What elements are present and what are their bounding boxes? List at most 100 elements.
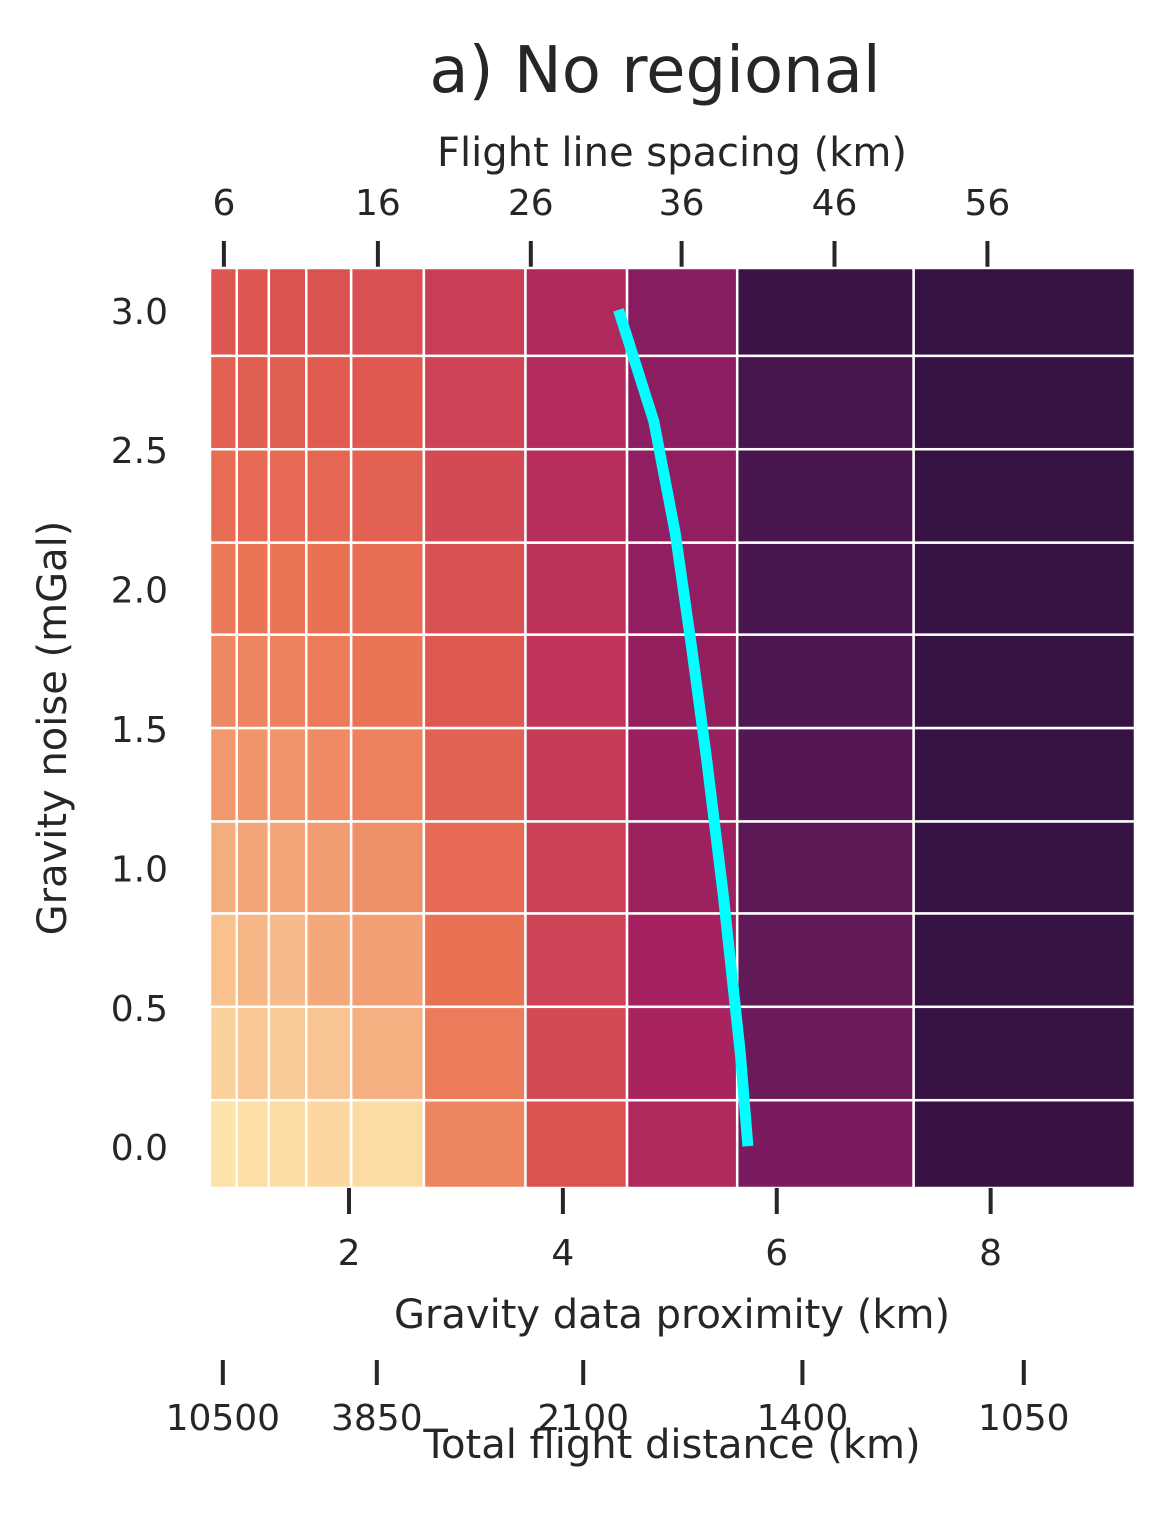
heatmap-cell — [422, 354, 527, 451]
heatmap-cell — [735, 541, 915, 636]
y-axis-label: Gravity noise (mGal) — [30, 521, 76, 936]
heatmap-cell — [235, 354, 271, 451]
heatmap-cell — [235, 541, 271, 636]
heatmap-cell — [625, 633, 739, 730]
heatmap-cell — [208, 266, 238, 358]
heatmap-cell — [235, 912, 271, 1009]
heatmap-cell — [267, 354, 308, 451]
x-tick-label: 2 — [338, 1233, 361, 1274]
top-tick-label: 46 — [812, 183, 858, 224]
heatmap-cell — [735, 726, 915, 823]
heatmap-cell — [735, 820, 915, 915]
flight-distance-tick-label: 10500 — [166, 1398, 281, 1439]
heatmap-cell — [735, 1098, 915, 1190]
heatmap-cell — [267, 1098, 308, 1190]
heatmap-cell — [304, 726, 353, 823]
heatmap-cell — [735, 354, 915, 451]
top-axis-label: Flight line spacing (km) — [437, 130, 907, 176]
y-tick-label: 0.0 — [111, 1128, 168, 1169]
heatmap-cell — [422, 266, 527, 358]
heatmap-cell — [235, 266, 271, 358]
y-tick-label: 0.5 — [111, 989, 168, 1030]
heatmap-cell — [208, 541, 238, 636]
heatmap-cell — [304, 912, 353, 1009]
series-line — [613, 308, 754, 1147]
heatmap-cell — [304, 1098, 353, 1190]
heatmap-cell — [735, 912, 915, 1009]
heatmap-cell — [349, 354, 426, 451]
heatmap-cell — [235, 820, 271, 915]
heatmap-cell — [267, 726, 308, 823]
heatmap-cell — [735, 1005, 915, 1102]
heatmap-cell — [422, 1005, 527, 1102]
heatmap-cell — [912, 1005, 1137, 1102]
heatmap-cell — [625, 266, 739, 358]
heatmap-cell — [912, 354, 1137, 451]
heatmap-cell — [524, 633, 629, 730]
heatmap-cell — [235, 726, 271, 823]
y-tick-label: 1.0 — [111, 849, 168, 890]
heatmap-cell — [267, 820, 308, 915]
heatmap-cell — [304, 633, 353, 730]
y-axis: 0.0 0.5 1.0 1.5 2.0 2.5 3.0 — [111, 292, 168, 1169]
heatmap-cell — [267, 912, 308, 1009]
heatmap-cell — [912, 820, 1137, 915]
heatmap-cell — [349, 820, 426, 915]
heatmap-cell — [267, 1005, 308, 1102]
heatmap-cell — [735, 447, 915, 544]
heatmap-cell — [625, 912, 739, 1009]
flight-distance-axis: 10500 3850 2100 1400 1050 — [166, 1360, 1070, 1439]
heatmap-cell — [208, 1005, 238, 1102]
heatmap-cell — [524, 447, 629, 544]
heatmap-cell — [524, 1098, 629, 1190]
heatmap-cell — [349, 1005, 426, 1102]
heatmap-cell — [422, 726, 527, 823]
heatmap-cell — [304, 447, 353, 544]
heatmap-cell — [208, 726, 238, 823]
heatmap-cell — [422, 912, 527, 1009]
heatmap-cell — [422, 447, 527, 544]
heatmap-cell — [422, 541, 527, 636]
heatmap-cell — [304, 541, 353, 636]
top-tick-label: 6 — [212, 183, 235, 224]
heatmap-cell — [349, 912, 426, 1009]
heatmap-cell — [912, 726, 1137, 823]
heatmap-cell — [208, 447, 238, 544]
heatmap-cell — [235, 447, 271, 544]
y-tick-label: 1.5 — [111, 710, 168, 751]
heatmap-cell — [304, 820, 353, 915]
x-axis: 2 4 6 8 — [338, 1188, 1002, 1274]
heatmap-cell — [625, 1098, 739, 1190]
y-tick-label: 2.0 — [111, 571, 168, 612]
heatmap-cell — [735, 633, 915, 730]
heatmap-cell — [912, 266, 1137, 358]
y-tick-label: 3.0 — [111, 292, 168, 333]
heatmap-cell — [524, 726, 629, 823]
top-tick-label: 26 — [508, 183, 554, 224]
flight-distance-tick-label: 3850 — [331, 1398, 423, 1439]
heatmap-cell — [208, 820, 238, 915]
heatmap-cell — [422, 1098, 527, 1190]
heatmap-cell — [625, 1005, 739, 1102]
flight-distance-tick-label: 1050 — [978, 1398, 1070, 1439]
heatmap-cell — [208, 354, 238, 451]
top-axis: 6 16 26 36 46 56 — [212, 183, 1010, 268]
flight-distance-tick-label: 2100 — [537, 1398, 629, 1439]
heatmap-cell — [912, 633, 1137, 730]
heatmap-cell — [625, 726, 739, 823]
heatmap-cell — [267, 447, 308, 544]
heatmap-cell — [349, 633, 426, 730]
heatmap-cell — [208, 633, 238, 730]
heatmap-cell — [524, 1005, 629, 1102]
x-tick-label: 8 — [979, 1233, 1002, 1274]
heatmap-cell — [625, 447, 739, 544]
flight-distance-axis-label: Total flight distance (km) — [422, 1422, 920, 1468]
heatmap-cell — [304, 1005, 353, 1102]
heatmap-cell — [912, 1098, 1137, 1190]
heatmap-cell — [422, 820, 527, 915]
heatmap-cell — [235, 1098, 271, 1190]
chart-title: a) No regional — [429, 34, 880, 108]
heatmap-cell — [735, 266, 915, 358]
top-tick-label: 16 — [355, 183, 401, 224]
heatmap-cell — [524, 912, 629, 1009]
